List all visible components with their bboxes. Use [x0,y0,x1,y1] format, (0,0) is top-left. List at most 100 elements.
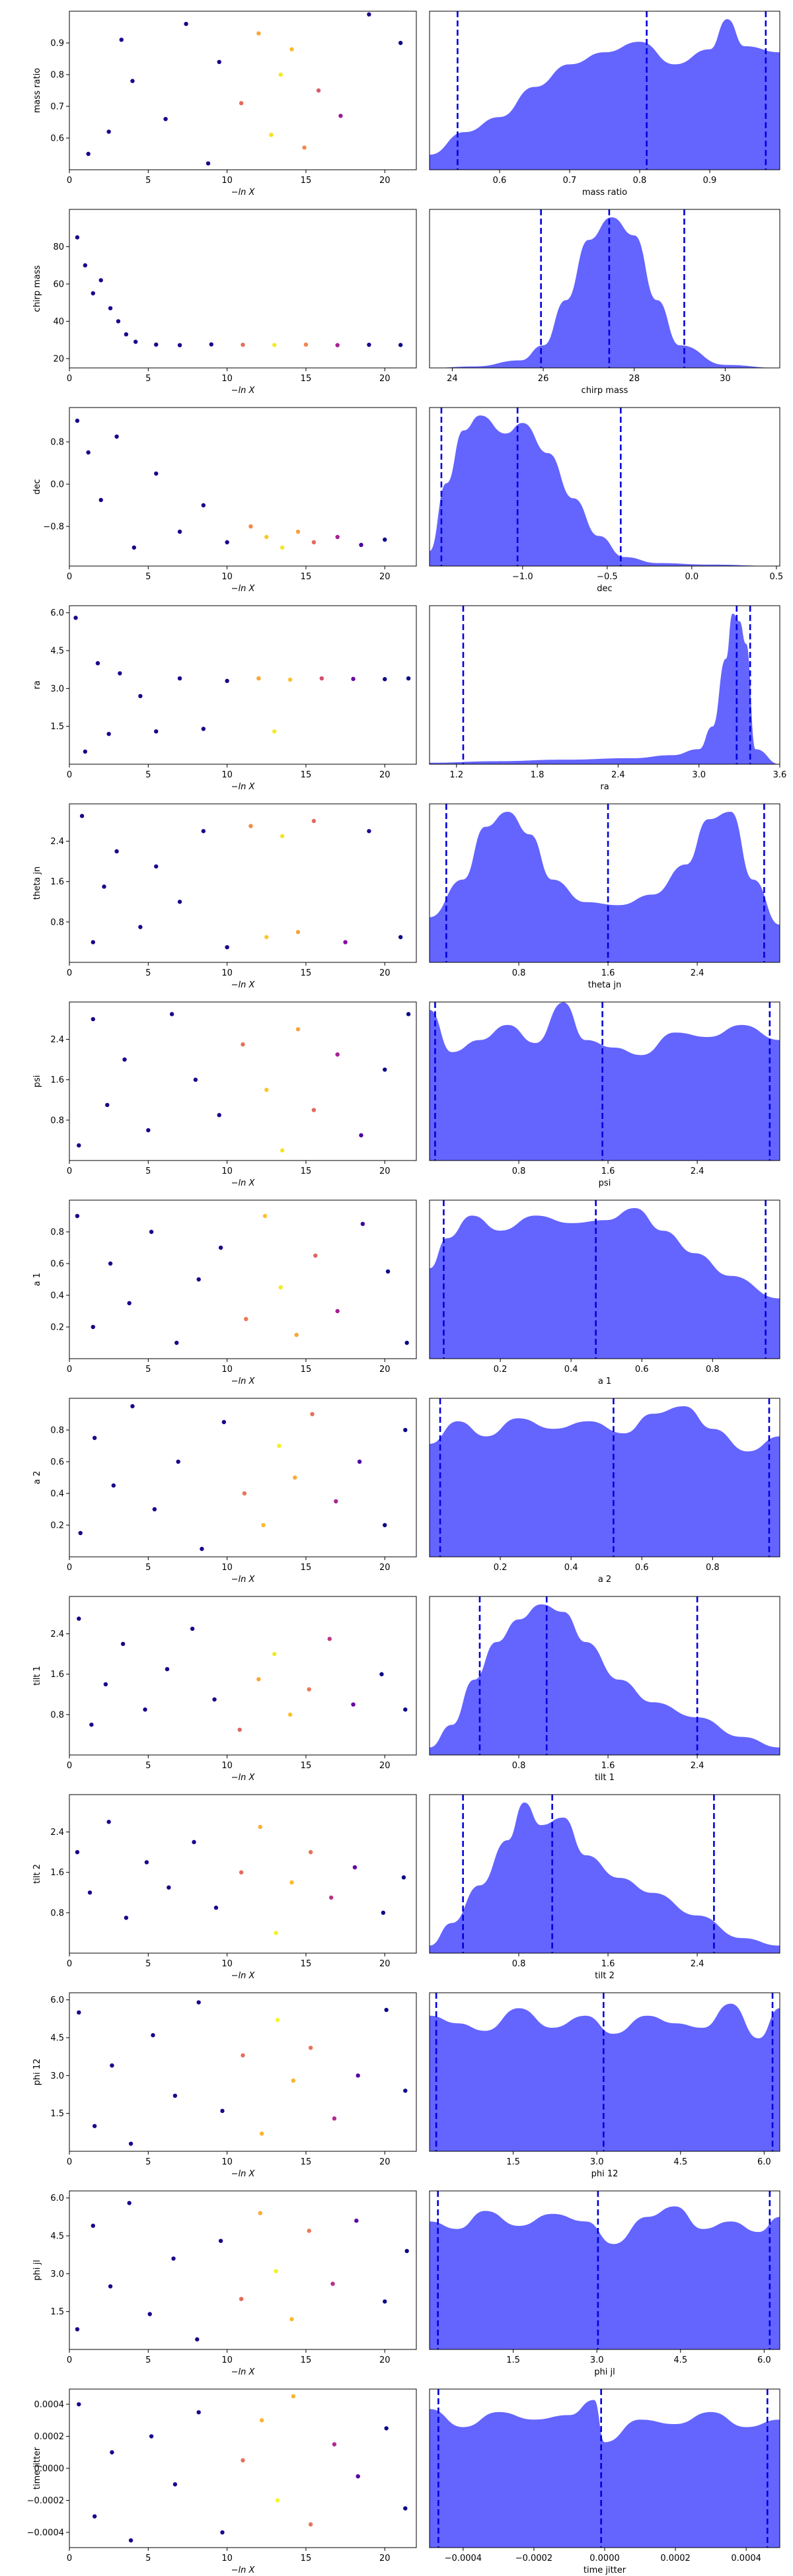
scatter-point [206,161,211,166]
scatter-point [114,434,119,439]
kde-x-axis-label: a 2 [598,1575,611,1585]
kde-frame [429,1001,780,1161]
scatter-point [218,1245,223,1250]
kde-x-tick-label: 0.6 [635,1563,649,1573]
kde-x-tick-label: 2.4 [691,1959,704,1969]
kde-density-area [430,614,780,764]
scatter-point [86,151,91,157]
y-axis-label: phi 12 [32,2059,42,2086]
scatter-point [398,935,403,939]
scatter-point [316,88,321,93]
scatter-point [241,2053,245,2057]
scatter-point [262,1213,268,1219]
scatter-point [239,101,244,106]
kde-x-tick-label: 30 [720,374,731,384]
scatter-point [91,2223,95,2228]
x-tick-label: 10 [221,374,233,384]
scatter-point [379,1672,384,1676]
row-chirp-mass: 0 5 10 15 20 20 40 60 80 −ln X chirp mass 24 26 28 30 c… [32,209,780,396]
scatter-point [221,1419,227,1425]
x-tick-label: 20 [379,374,391,384]
scatter-point [177,676,182,681]
row-phi-12: 0 5 10 15 20 1.5 3.0 4.5 6.0 −ln X phi 12 1.5 3.0 4.5… [32,1992,780,2179]
kde-x-axis-label: dec [597,584,612,594]
scatter-point [118,671,122,676]
scatter-point [310,1412,315,1417]
scatter-point [289,2316,294,2322]
scatter-point [334,1499,338,1504]
scatter-point [73,616,78,620]
scatter-point [106,1820,111,1824]
x-tick-label: 0 [67,1761,72,1771]
scatter-point [319,676,324,681]
scatter-point [98,278,103,283]
scatter-point [328,1895,334,1900]
y-tick-label: 2.4 [50,837,64,847]
kde-x-tick-label: 2.4 [691,1166,704,1176]
x-tick-label: 15 [301,572,312,582]
x-tick-label: 0 [67,572,72,582]
scatter-point [335,1308,340,1314]
scatter-points [73,616,411,754]
x-tick-label: 20 [379,1959,391,1969]
y-tick-label: 0.8 [50,1710,64,1720]
x-tick-label: 15 [301,770,312,780]
scatter-point [278,72,283,77]
scatter-point [79,814,85,818]
kde-x-tick-label: 0.5 [770,572,784,582]
scatter-points [75,1213,409,1345]
scatter-point [403,1427,408,1433]
kde-density-area [430,415,780,566]
scatter-point [78,1530,83,1536]
scatter-point [264,534,269,540]
y-tick-label: 0.8 [50,1426,64,1436]
scatter-point [213,1906,219,1910]
y-tick-label: 0.2 [50,1323,64,1333]
scatter-point [220,2530,225,2535]
scatter-point [111,1483,116,1488]
x-tick-label: 20 [379,1166,391,1176]
scatter-point [241,342,245,347]
y-axis-label: chirp mass [32,265,42,312]
scatter-points [79,814,403,950]
scatter-panel: 0 5 10 15 20 1.5 3.0 4.5 6.0 −ln X phi 12 [32,1992,417,2179]
scatter-point [174,1340,179,1345]
kde-x-tick-label: 3.0 [692,770,706,780]
scatter-point [92,2124,97,2128]
scatter-point [220,2108,225,2114]
scatter-point [177,343,182,347]
scatter-point [105,1102,110,1108]
x-tick-label: 15 [301,968,312,978]
scatter-point [127,2201,132,2205]
scatter-point [272,343,277,347]
scatter-point [383,537,387,542]
kde-x-axis-label: phi 12 [591,2169,619,2179]
scatter-point [154,729,159,734]
scatter-point [114,849,119,854]
scatter-point [143,1707,147,1712]
kde-x-tick-label: 4.5 [673,2355,687,2365]
x-tick-label: 5 [145,1563,151,1573]
x-tick-label: 15 [301,1959,312,1969]
scatter-point [295,1027,301,1032]
kde-density-area [430,2206,780,2349]
scatter-point [91,940,95,945]
y-tick-label: 0.0 [50,480,64,490]
y-axis-label: phi jl [32,2260,42,2280]
scatter-point [256,1677,261,1682]
scatter-point [242,1491,247,1496]
kde-frame [429,1199,780,1359]
y-tick-label: 6.0 [50,2194,64,2203]
scatter-point [351,676,356,682]
x-tick-label: 0 [67,176,72,186]
scatter-frame [69,803,417,963]
scatter-point [176,1459,180,1464]
x-tick-label: 15 [301,176,312,186]
scatter-point [351,1702,356,1707]
x-tick-label: 15 [301,374,312,384]
kde-x-tick-label: 0.0004 [731,2554,761,2563]
x-tick-label: 10 [221,1761,233,1771]
scatter-point [193,1077,198,1082]
scatter-frame [69,1596,417,1756]
scatter-point [385,1269,391,1274]
